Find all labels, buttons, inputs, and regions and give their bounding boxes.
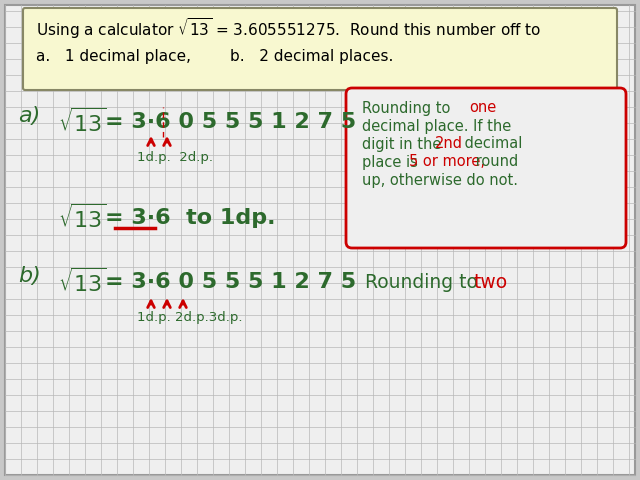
Text: = 3·6  to 1dp.: = 3·6 to 1dp. [105, 208, 275, 228]
Text: up, otherwise do not.: up, otherwise do not. [362, 172, 518, 188]
Text: decimal place. If the: decimal place. If the [362, 119, 511, 133]
Text: Rounding to: Rounding to [365, 273, 484, 291]
Text: place is: place is [362, 155, 422, 169]
Text: two: two [473, 273, 507, 291]
FancyBboxPatch shape [23, 8, 617, 90]
Text: = 3·6 0 5 5 5 1 2 7 5: = 3·6 0 5 5 5 1 2 7 5 [105, 112, 356, 132]
FancyBboxPatch shape [5, 5, 635, 475]
Text: $\sqrt{13}$: $\sqrt{13}$ [58, 268, 107, 296]
Text: $\sqrt{13}$: $\sqrt{13}$ [58, 204, 107, 232]
Text: one: one [469, 100, 496, 116]
Text: round: round [471, 155, 518, 169]
Text: 5 or more,: 5 or more, [409, 155, 485, 169]
Text: 1d.p. 2d.p.3d.p.: 1d.p. 2d.p.3d.p. [137, 311, 243, 324]
Text: digit in the: digit in the [362, 136, 446, 152]
Text: Rounding to: Rounding to [362, 100, 455, 116]
Text: a.   1 decimal place,        b.   2 decimal places.: a. 1 decimal place, b. 2 decimal places. [36, 49, 394, 64]
Text: $\sqrt{13}$: $\sqrt{13}$ [58, 108, 107, 136]
Text: 1d.p.  2d.p.: 1d.p. 2d.p. [137, 152, 213, 165]
Text: decimal: decimal [460, 136, 522, 152]
Text: Using a calculator $\sqrt{13}$ = 3.605551275.  Round this number off to: Using a calculator $\sqrt{13}$ = 3.60555… [36, 16, 541, 41]
Text: 2nd: 2nd [435, 136, 463, 152]
Text: = 3·6 0 5 5 5 1 2 7 5: = 3·6 0 5 5 5 1 2 7 5 [105, 272, 356, 292]
Text: b): b) [18, 266, 41, 286]
FancyBboxPatch shape [346, 88, 626, 248]
Text: a): a) [18, 106, 40, 126]
